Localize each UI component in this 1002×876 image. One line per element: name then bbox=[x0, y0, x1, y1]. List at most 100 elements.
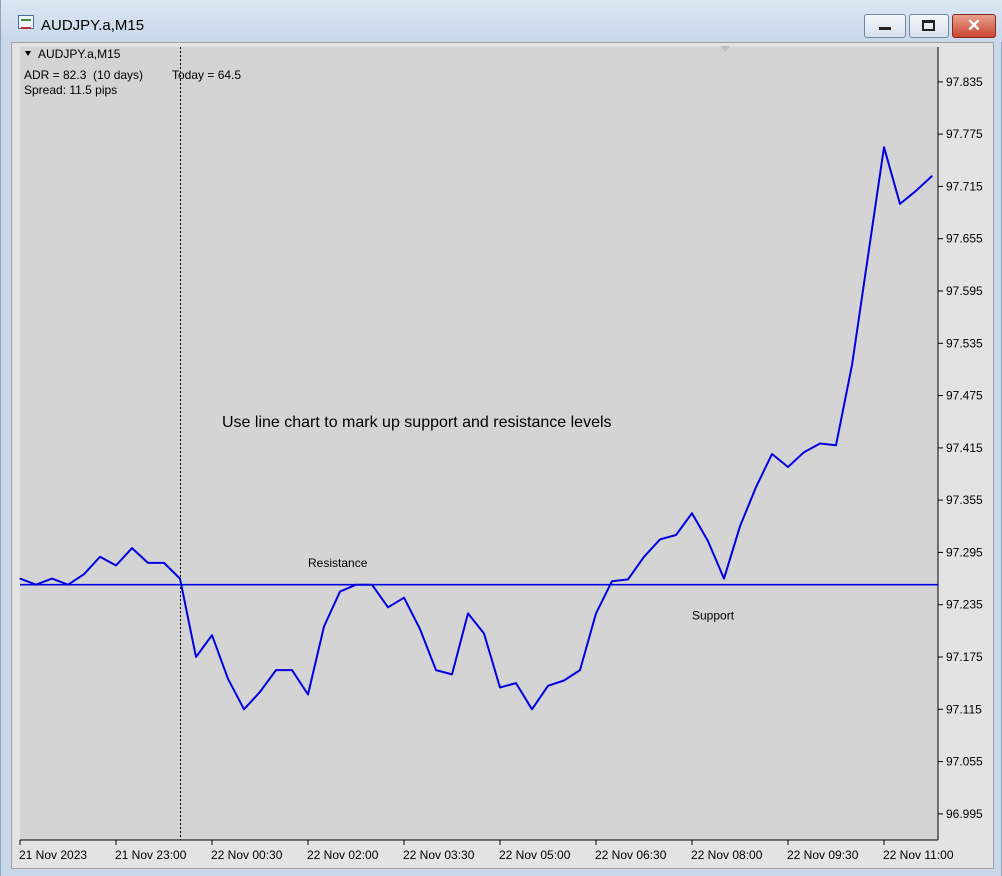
price-point bbox=[819, 442, 821, 445]
price-tick-label: 97.055 bbox=[946, 755, 983, 769]
price-point bbox=[707, 540, 709, 542]
price-point bbox=[531, 708, 533, 710]
price-tick-label: 97.295 bbox=[946, 545, 983, 559]
price-point bbox=[403, 597, 405, 599]
price-point bbox=[595, 612, 597, 615]
price-tick-label: 97.415 bbox=[946, 441, 983, 455]
price-point bbox=[275, 669, 277, 671]
time-tick-label: 22 Nov 02:00 bbox=[307, 848, 379, 862]
chart-window-icon bbox=[18, 15, 34, 29]
price-point bbox=[451, 673, 453, 676]
price-point bbox=[851, 364, 853, 366]
price-point bbox=[643, 556, 645, 558]
minimize-icon bbox=[879, 27, 891, 30]
price-point bbox=[467, 612, 469, 615]
price-tick-label: 97.835 bbox=[946, 75, 983, 89]
price-point bbox=[499, 686, 501, 689]
price-point bbox=[547, 685, 549, 687]
price-point bbox=[803, 451, 805, 453]
price-point bbox=[227, 678, 229, 680]
price-tick-label: 97.175 bbox=[946, 650, 983, 664]
time-tick-label: 22 Nov 11:00 bbox=[883, 848, 954, 862]
price-point bbox=[259, 691, 261, 693]
price-point bbox=[179, 578, 181, 580]
price-point bbox=[83, 573, 85, 575]
time-tick-label: 22 Nov 05:00 bbox=[499, 848, 571, 862]
time-tick-label: 22 Nov 08:00 bbox=[691, 848, 763, 862]
price-point bbox=[355, 584, 357, 586]
price-tick-label: 97.715 bbox=[946, 179, 983, 193]
price-point bbox=[835, 444, 837, 446]
price-tick-label: 97.775 bbox=[946, 127, 983, 141]
adr-label: ADR = 82.3 (10 days) bbox=[24, 68, 144, 82]
price-point bbox=[563, 679, 565, 682]
close-icon: ✕ bbox=[966, 16, 982, 35]
price-line-series bbox=[19, 146, 933, 711]
price-point bbox=[579, 669, 581, 671]
price-tick-label: 97.235 bbox=[946, 598, 983, 612]
chart-area[interactable]: Use line chart to mark up support and re… bbox=[11, 42, 994, 869]
price-point bbox=[787, 466, 789, 468]
price-point bbox=[51, 578, 53, 580]
price-point bbox=[899, 203, 901, 205]
price-point bbox=[99, 556, 101, 558]
plot-background bbox=[20, 47, 938, 840]
price-point bbox=[883, 146, 885, 148]
price-point bbox=[419, 628, 421, 630]
time-tick-label: 22 Nov 03:30 bbox=[403, 848, 475, 862]
price-point bbox=[339, 591, 341, 593]
collapse-triangle-icon[interactable] bbox=[25, 51, 31, 56]
minimize-button[interactable] bbox=[864, 14, 906, 38]
price-point bbox=[19, 578, 21, 580]
price-point bbox=[211, 634, 213, 636]
price-point bbox=[611, 580, 613, 582]
price-point bbox=[131, 547, 133, 549]
price-tick-label: 97.595 bbox=[946, 284, 983, 298]
level-label: Support bbox=[692, 609, 735, 623]
price-point bbox=[435, 669, 437, 671]
price-point bbox=[627, 578, 629, 581]
maximize-button[interactable] bbox=[909, 14, 949, 38]
maximize-icon bbox=[922, 20, 935, 31]
title-bar[interactable]: AUDJPY.a,M15 ✕ bbox=[1, 0, 1002, 42]
price-point bbox=[371, 584, 373, 586]
price-point bbox=[915, 190, 917, 192]
price-point bbox=[691, 512, 693, 514]
today-label: Today = 64.5 bbox=[172, 68, 242, 82]
price-point bbox=[243, 708, 245, 710]
close-button[interactable]: ✕ bbox=[952, 14, 996, 38]
price-tick-label: 96.995 bbox=[946, 807, 983, 821]
price-tick-label: 97.655 bbox=[946, 232, 983, 246]
price-point bbox=[147, 562, 149, 564]
price-point bbox=[867, 255, 869, 257]
price-point bbox=[931, 175, 933, 177]
price-point bbox=[195, 656, 197, 658]
spread-label: Spread: 11.5 pips bbox=[24, 83, 118, 97]
price-point bbox=[387, 606, 389, 608]
price-tick-label: 97.355 bbox=[946, 493, 983, 507]
price-tick-label: 97.475 bbox=[946, 389, 983, 403]
price-point bbox=[675, 534, 677, 536]
price-point bbox=[771, 453, 773, 455]
price-point bbox=[723, 578, 725, 580]
price-point bbox=[163, 562, 165, 564]
time-tick-label: 21 Nov 23:00 bbox=[115, 848, 187, 862]
price-point bbox=[739, 525, 741, 527]
price-point bbox=[483, 632, 485, 635]
level-label: Resistance bbox=[308, 556, 368, 570]
price-point bbox=[35, 584, 37, 586]
price-point bbox=[515, 682, 517, 684]
time-tick-label: 22 Nov 00:30 bbox=[211, 848, 283, 862]
chart-annotation: Use line chart to mark up support and re… bbox=[222, 414, 612, 431]
price-point bbox=[67, 584, 69, 586]
price-chart[interactable]: Use line chart to mark up support and re… bbox=[12, 43, 993, 868]
time-tick-label: 22 Nov 09:30 bbox=[787, 848, 859, 862]
price-point bbox=[291, 669, 293, 671]
price-point bbox=[307, 693, 309, 696]
time-tick-label: 21 Nov 2023 bbox=[19, 848, 87, 862]
time-tick-label: 22 Nov 06:30 bbox=[595, 848, 667, 862]
chart-shift-marker-icon[interactable] bbox=[720, 46, 730, 52]
price-tick-label: 97.115 bbox=[946, 702, 982, 716]
price-point bbox=[323, 625, 325, 628]
